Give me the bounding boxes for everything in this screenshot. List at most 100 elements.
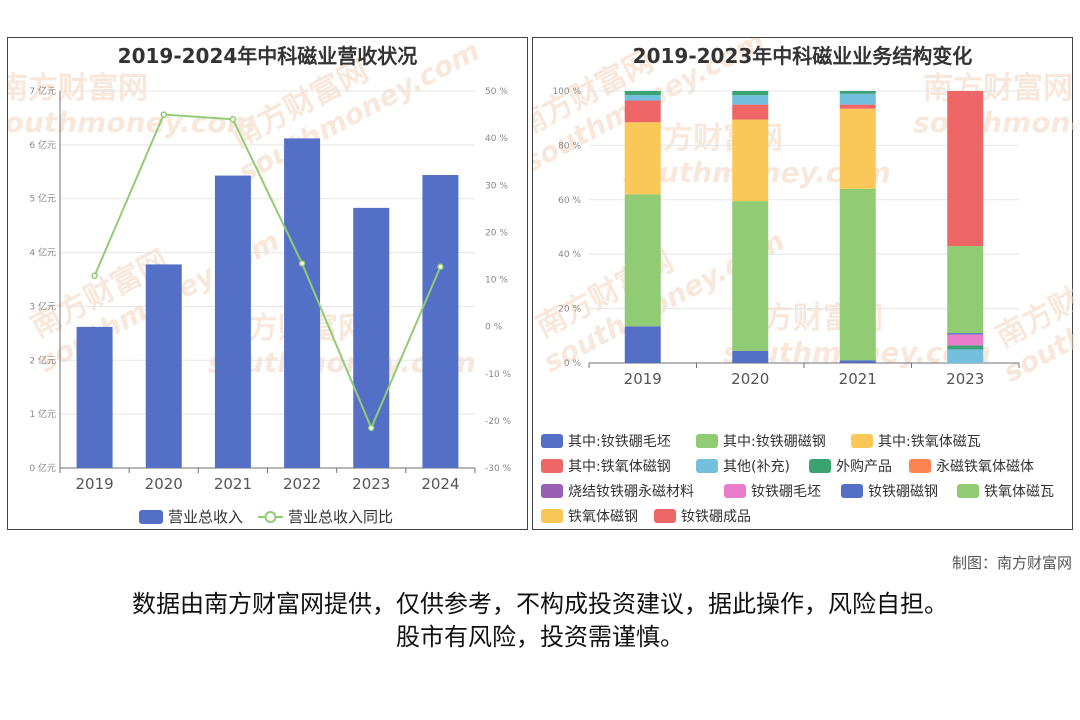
watermark-text: 南方财富网 <box>923 71 1073 106</box>
revenue-bar <box>145 264 182 468</box>
stack-segment <box>947 334 984 346</box>
yoy-point <box>437 263 444 271</box>
legend-swatch <box>809 459 831 473</box>
x-tick-label: 2023 <box>946 370 984 388</box>
stack-segment <box>839 91 876 94</box>
legend-label: 其他(补充) <box>723 459 790 475</box>
legend-label: 钕铁硼成品 <box>681 509 751 525</box>
x-tick-label: 2023 <box>352 475 390 493</box>
stack-segment <box>947 345 984 350</box>
revenue-bar <box>214 175 251 468</box>
legend-label: 钕铁硼毛坯 <box>751 484 821 500</box>
y2-tick-label: 0 % <box>485 323 503 333</box>
x-tick-label: 2019 <box>624 370 662 388</box>
legend-swatch <box>841 484 863 498</box>
stack-segment <box>839 93 876 105</box>
legend-label: 永磁铁氧体磁体 <box>936 459 1034 475</box>
revenue-chart-panel: 南方财富网 southmoney.com 南方财富网 southmoney.com 南方… <box>7 37 528 530</box>
legend-swatch <box>909 459 931 473</box>
stack-segment <box>624 194 661 327</box>
stack-segment <box>732 91 769 96</box>
legend-swatch <box>851 434 873 448</box>
legend-label: 钕铁硼磁钢 <box>868 484 938 500</box>
x-tick-label: 2021 <box>214 475 252 493</box>
revenue-chart-title: 2019-2024年中科磁业营收状况 <box>117 44 418 68</box>
watermark-url: southmoney.com <box>8 106 256 139</box>
legend-swatch <box>541 434 563 448</box>
structure-chart-svg: 南方财富网southmoney.com南方财富网southmoney.com南方… <box>533 38 1074 525</box>
legend-swatch <box>696 434 718 448</box>
legend-swatch <box>696 459 718 473</box>
watermark-url: southmoney.com <box>913 106 1074 139</box>
y-tick-label: 80 % <box>558 141 581 151</box>
stack-segment <box>839 360 876 363</box>
stack-segment <box>947 246 984 334</box>
legend-swatch <box>541 484 563 498</box>
yoy-line <box>93 113 442 431</box>
disclaimer-line-1: 数据由南方财富网提供，仅供参考，不构成投资建议，据此操作，风险自担。 <box>132 590 948 618</box>
legend-label-yoy: 营业总收入同比 <box>288 508 393 526</box>
legend-swatch <box>654 509 676 523</box>
y2-tick-label: 20 % <box>485 228 508 238</box>
legend-label: 其中:钕铁硼磁钢 <box>723 434 826 450</box>
y2-tick-label: -10 % <box>485 370 512 380</box>
structure-chart-title: 2019-2023年中科磁业业务结构变化 <box>632 44 973 68</box>
legend-swatch-revenue <box>139 510 163 524</box>
stack-segment <box>732 350 769 363</box>
y2-tick-label: -20 % <box>485 417 512 427</box>
stack-segment <box>839 104 876 109</box>
stack-segment <box>839 108 876 189</box>
stack-segment <box>624 122 661 195</box>
revenue-bar <box>422 175 459 468</box>
revenue-chart-svg: 南方财富网southmoney.com南方财富网southmoney.com南方… <box>8 38 512 526</box>
x-tick-label: 2024 <box>421 475 459 493</box>
legend-label: 其中:钕铁硼毛坯 <box>568 434 671 450</box>
legend-label: 外购产品 <box>836 459 892 475</box>
y2-tick-label: 30 % <box>485 181 508 191</box>
x-tick-label: 2019 <box>75 475 113 493</box>
chart-credit: 制图：南方财富网 <box>951 554 1072 572</box>
legend-label-revenue: 营业总收入 <box>168 508 243 526</box>
stack-segment <box>624 95 661 101</box>
yoy-point <box>229 116 237 123</box>
disclaimer-line-2: 股市有风险，投资需谨慎。 <box>396 623 684 651</box>
structure-chart-panel: 南方财富网southmoney.com南方财富网southmoney.com南方… <box>532 37 1074 530</box>
stack-segment <box>839 188 876 361</box>
yoy-point <box>298 260 306 267</box>
legend-label: 其中:铁氧体磁钢 <box>568 459 671 475</box>
stack-segment <box>947 333 984 335</box>
legend-label: 铁氧体磁瓦 <box>984 484 1054 500</box>
stack-segment <box>732 95 769 105</box>
x-tick-label: 2020 <box>145 475 183 493</box>
y-tick-label: 2 亿元 <box>29 354 56 366</box>
legend-label: 其中:铁氧体磁瓦 <box>878 434 981 450</box>
yoy-point <box>368 424 375 432</box>
y-tick-label: 5 亿元 <box>29 193 56 205</box>
x-tick-label: 2022 <box>283 475 321 493</box>
stack-segment <box>732 201 769 351</box>
y2-tick-label: 40 % <box>485 134 508 144</box>
watermark-text: 南方财富网 <box>8 71 148 106</box>
y-tick-label: 6 亿元 <box>29 139 56 151</box>
y-tick-label: 20 % <box>558 305 581 315</box>
revenue-bar <box>353 207 390 468</box>
revenue-bar <box>76 326 113 468</box>
y2-tick-label: 50 % <box>485 87 508 97</box>
stack-segment <box>624 100 661 123</box>
y-tick-label: 0 % <box>564 359 582 369</box>
y-tick-label: 40 % <box>558 250 581 260</box>
legend-label: 铁氧体磁钢 <box>568 509 638 525</box>
legend-marker-yoy <box>264 511 277 523</box>
y-tick-label: 100 % <box>552 87 581 97</box>
x-tick-label: 2021 <box>839 370 877 388</box>
yoy-point <box>91 272 98 279</box>
stack-segment <box>732 119 769 202</box>
y-tick-label: 0 亿元 <box>29 462 56 474</box>
y-tick-label: 1 亿元 <box>29 408 56 420</box>
y-tick-label: 7 亿元 <box>29 85 56 97</box>
x-tick-label: 2020 <box>731 370 769 388</box>
legend-swatch <box>541 459 563 473</box>
y2-tick-label: 10 % <box>485 276 508 286</box>
legend-swatch <box>724 484 746 498</box>
y2-tick-label: -30 % <box>485 464 512 474</box>
